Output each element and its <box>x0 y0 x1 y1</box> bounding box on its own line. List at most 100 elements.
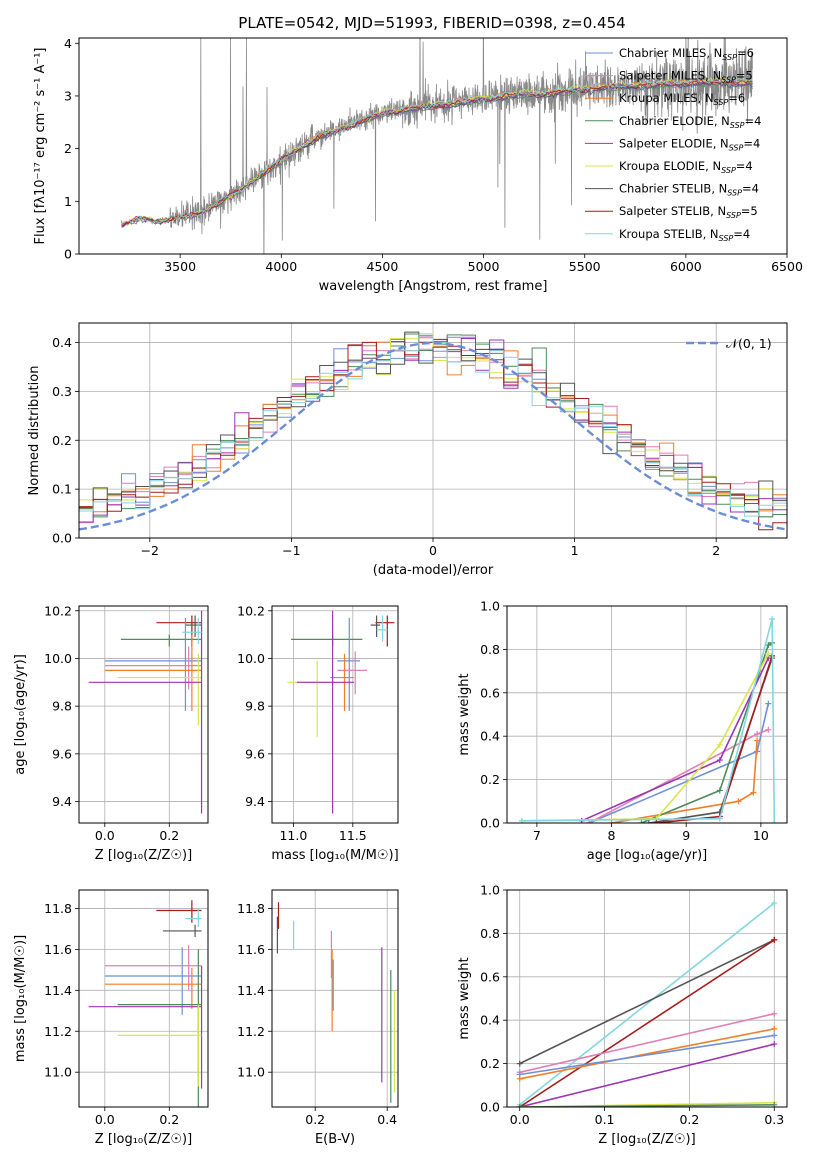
x-tick-label: 8 <box>608 828 616 843</box>
data-point-marker <box>771 900 778 907</box>
x-tick-label: 5000 <box>468 259 500 274</box>
data-point-marker <box>653 820 660 823</box>
y-tick-label: 9.4 <box>52 794 72 809</box>
data-point-marker <box>771 1041 778 1048</box>
histogram-step <box>79 331 787 513</box>
plot-frame <box>506 605 788 824</box>
data-point-marker <box>754 731 761 738</box>
y-tick-label: 0.0 <box>480 1100 500 1115</box>
data-point-marker <box>735 798 742 805</box>
x-tick-label: 11.5 <box>339 828 367 843</box>
plot-frame <box>271 605 399 824</box>
age-vs-metallicity-panel: 0.0 0.2 9.4 9.6 9.8 10.0 10.2 Z [log₁₀(Z/Z☉)] ag… <box>13 603 209 863</box>
plot-frame <box>271 889 399 1108</box>
data-point-marker <box>586 820 593 823</box>
data-point-marker <box>769 616 776 623</box>
plot-area <box>276 902 395 1103</box>
data-point-marker <box>716 815 723 822</box>
legend-label-count: =4 <box>745 114 762 128</box>
legend-label: Kroupa STELIB, NSSP=4 <box>619 227 750 243</box>
plot-frame <box>78 37 788 255</box>
y-tick-label: 3 <box>64 88 72 103</box>
y-tick-label: 1 <box>64 194 72 209</box>
x-axis-label: (data-model)/error <box>373 563 494 578</box>
legend-label-text: Kroupa STELIB, N <box>619 227 719 241</box>
plot-area <box>516 900 778 1107</box>
x-tick-label: 0.0 <box>95 1112 115 1127</box>
data-point-marker <box>516 1060 523 1067</box>
legend-label-text: Salpeter ELODIE, N <box>619 136 729 150</box>
data-point-marker <box>765 650 772 657</box>
mass-weight-vs-metallicity-panel: 0.0 0.1 0.2 0.3 0.0 0.2 0.4 0.6 0.8 1.0 Z [log₁₀(Z… <box>457 883 788 1147</box>
legend-label-subscript: SSP <box>721 76 736 85</box>
y-tick-label: 10.0 <box>44 651 72 666</box>
x-tick-label: 6500 <box>771 259 803 274</box>
data-point-marker <box>608 820 615 823</box>
legend-label: Salpeter ELODIE, NSSP=4 <box>619 136 760 152</box>
y-axis-label: mass weight <box>457 957 472 1039</box>
legend-label: Salpeter STELIB, NSSP=5 <box>619 204 758 220</box>
plot-area <box>121 38 753 254</box>
series-line <box>641 642 773 823</box>
y-tick-label: 1.0 <box>480 599 500 614</box>
data-point-marker <box>716 741 723 748</box>
x-tick-label: −2 <box>141 543 159 558</box>
x-tick-label: 9 <box>682 828 690 843</box>
series-line <box>519 1012 775 1074</box>
x-axis-label: wavelength [Angstrom, rest frame] <box>319 279 548 294</box>
plot-frame <box>78 889 209 1108</box>
legend-label-count: =6 <box>728 91 745 105</box>
data-point-marker <box>771 936 778 943</box>
x-tick-label: 0.2 <box>679 1112 699 1127</box>
legend-label-subscript: SSP <box>727 189 742 198</box>
x-tick-label: 11.0 <box>279 828 307 843</box>
x-tick-label: 4500 <box>367 259 399 274</box>
y-tick-label: 11.2 <box>44 1024 72 1039</box>
x-tick-label: −1 <box>282 543 300 558</box>
normal-distribution-curve <box>79 341 787 531</box>
data-point-marker <box>750 789 757 796</box>
y-tick-label: 9.8 <box>245 699 265 714</box>
legend-label-count: =4 <box>743 136 760 150</box>
x-axis-label: Z [log₁₀(Z/Z☉)] <box>95 848 192 863</box>
y-axis-label: Normed distribution <box>27 366 42 496</box>
legend-label-count: =4 <box>733 227 750 241</box>
legend-label-subscript: SSP <box>729 143 744 152</box>
y-tick-label: 0.0 <box>480 816 500 831</box>
x-axis-label: Z [log₁₀(Z/Z☉)] <box>598 1132 695 1147</box>
x-tick-label: 6000 <box>670 259 702 274</box>
series-line <box>588 728 769 823</box>
legend-label: Chabrier ELODIE, NSSP=4 <box>619 114 761 130</box>
data-point-marker <box>771 1010 778 1017</box>
mass-weight-vs-age-panel: 7 8 9 10 0.0 0.2 0.4 0.6 0.8 1.0 age [log₁₀(age/yr… <box>457 599 788 863</box>
y-tick-label: 0.3 <box>52 384 72 399</box>
data-point-marker <box>771 1032 778 1039</box>
series-line <box>519 939 775 1065</box>
y-tick-label: 11.0 <box>44 1065 72 1080</box>
spectrum-data-line <box>121 38 753 254</box>
data-point-marker <box>765 642 772 649</box>
y-axis-label: mass weight <box>457 673 472 755</box>
series-line <box>519 1034 775 1076</box>
legend-label: Kroupa ELODIE, NSSP=4 <box>619 159 753 175</box>
legend-label: Kroupa MILES, NSSP=6 <box>619 91 745 107</box>
legend-label-count: =6 <box>737 46 754 60</box>
x-tick-label: 0.4 <box>377 1112 397 1127</box>
residuals-histogram-panel: −2 −1 0 1 2 0.0 0.1 0.2 0.3 0.4 (data-model)/error… <box>27 322 788 578</box>
x-tick-label: 0.0 <box>510 1112 530 1127</box>
plot-area <box>88 900 203 1107</box>
legend-label-text: Kroupa MILES, N <box>619 91 714 105</box>
y-tick-label: 2 <box>64 141 72 156</box>
plot-frame <box>78 605 209 824</box>
y-tick-label: 0.8 <box>480 926 500 941</box>
y-tick-label: 10.2 <box>237 603 265 618</box>
x-axis-label: E(B-V) <box>315 1132 355 1147</box>
legend-label-subscript: SSP <box>719 234 734 243</box>
legend-label-subscript: SSP <box>714 98 729 107</box>
histogram-step <box>79 334 787 517</box>
data-point-marker <box>716 787 723 794</box>
x-tick-label: 3500 <box>164 259 196 274</box>
y-axis-label: Flux [fλ10⁻¹⁷ erg cm⁻² s⁻¹ A⁻¹] <box>33 48 48 245</box>
data-point-marker <box>771 1025 778 1032</box>
